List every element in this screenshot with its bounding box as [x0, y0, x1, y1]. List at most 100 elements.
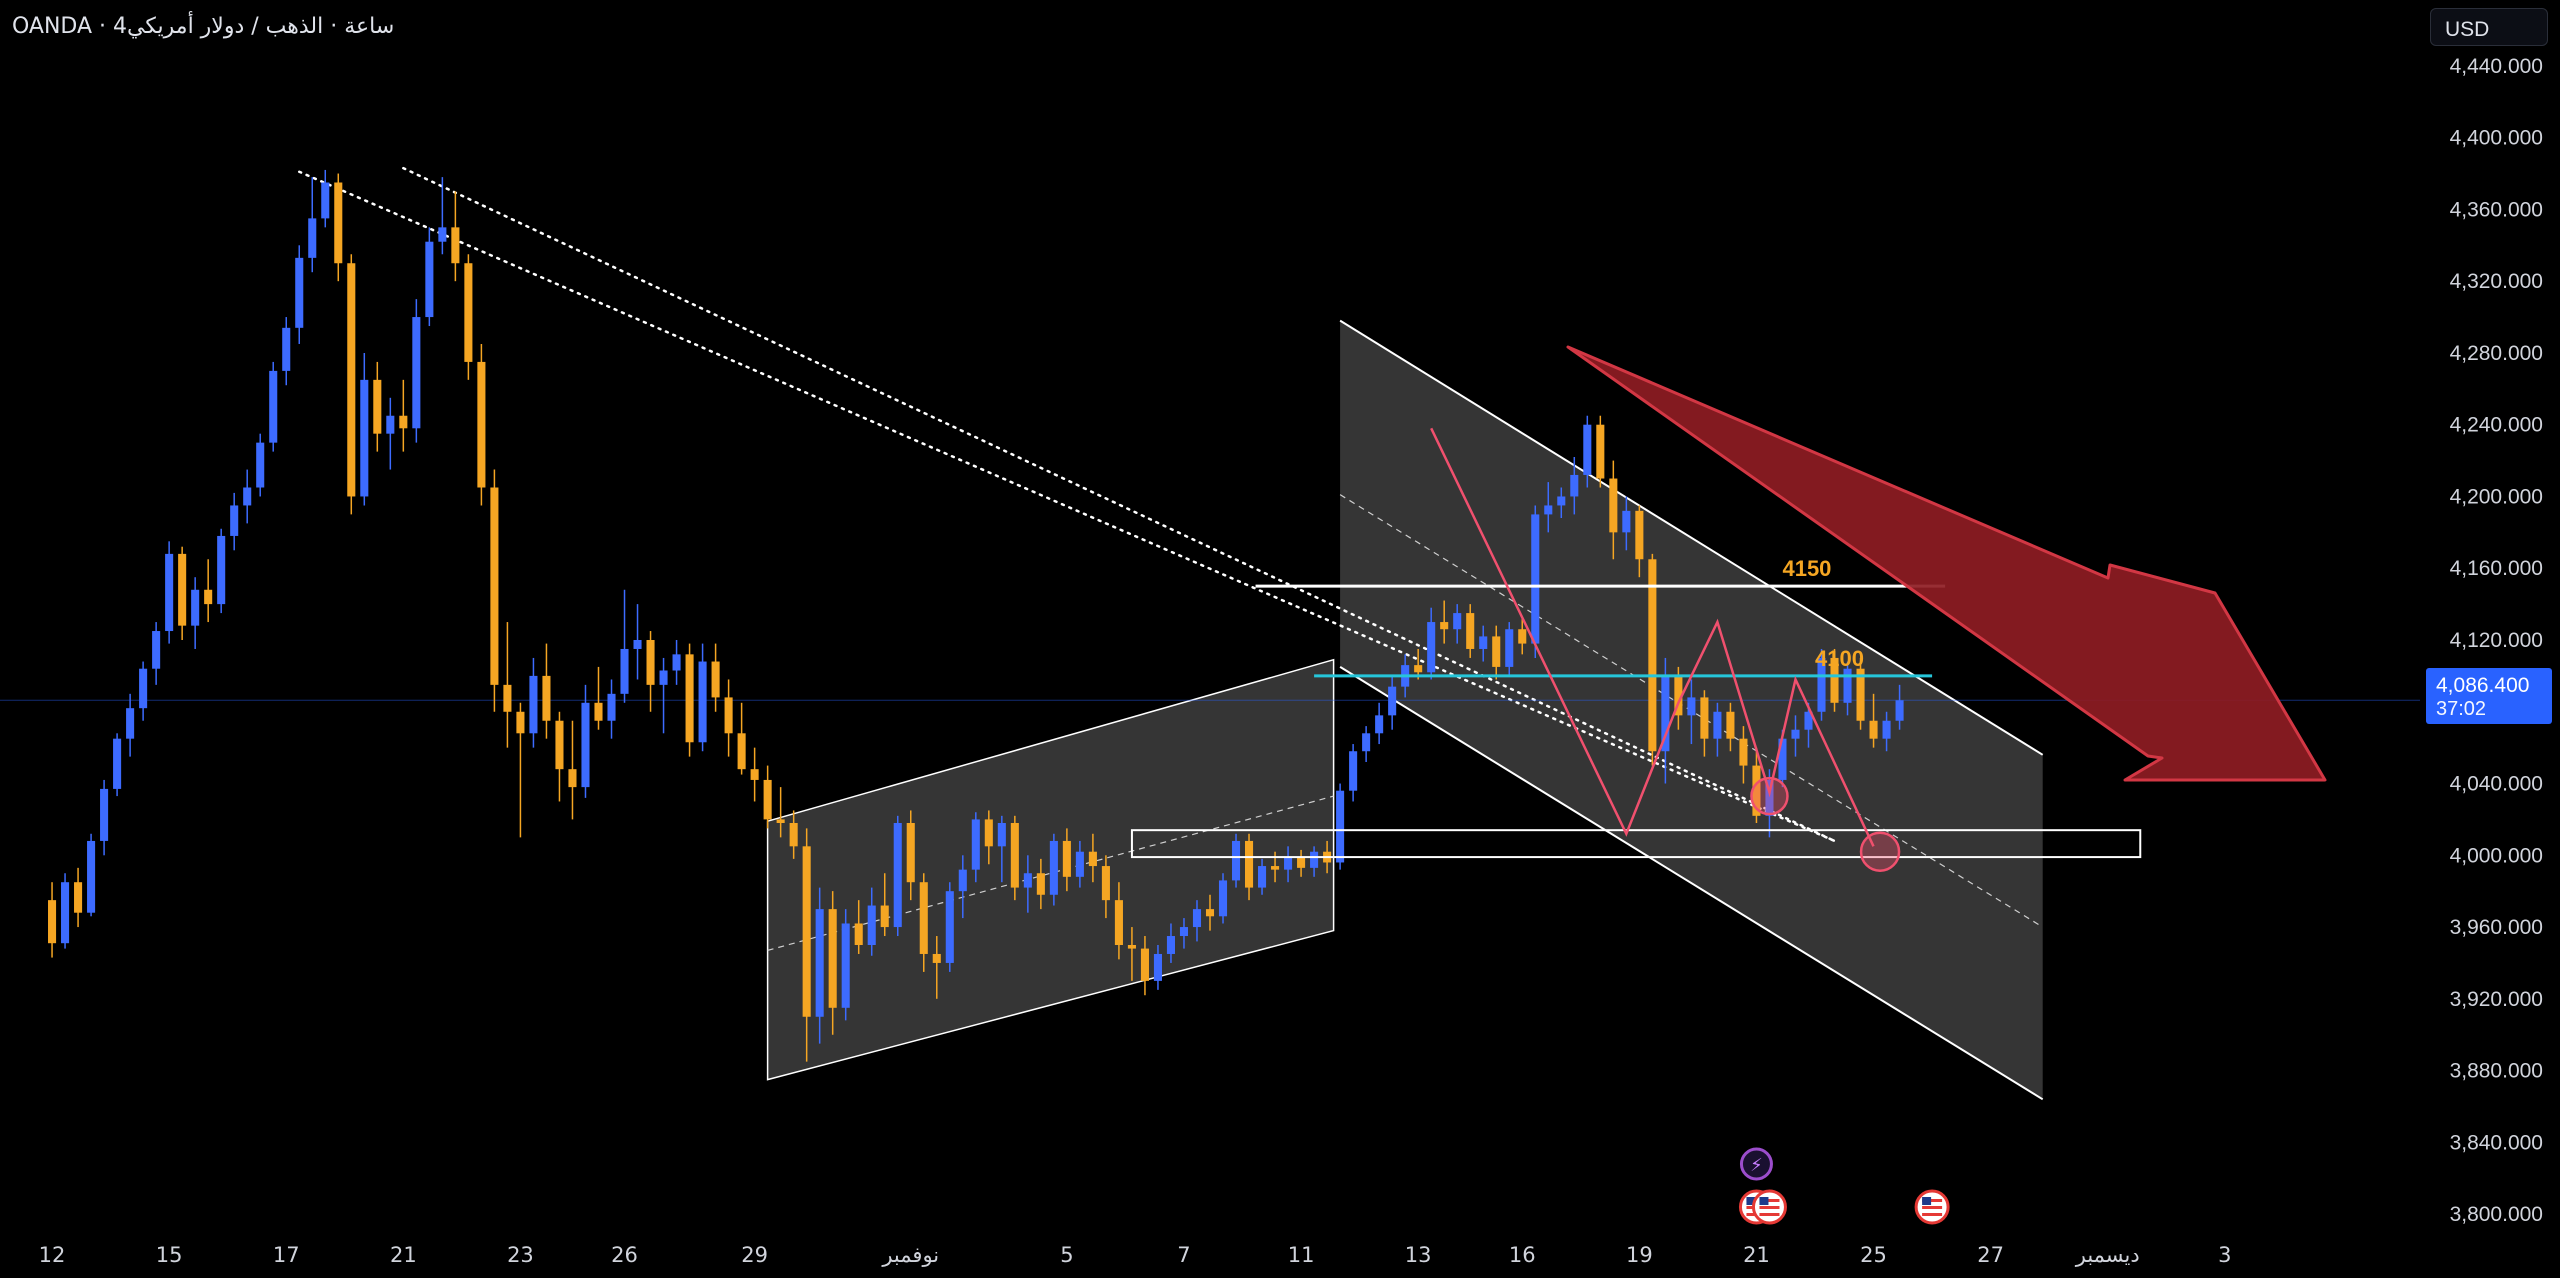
candle-body: [451, 227, 460, 264]
candle-down: [568, 720, 577, 820]
time-tick-label: 11: [1288, 1243, 1315, 1267]
candle-body: [1023, 873, 1032, 888]
candle-body: [984, 819, 993, 847]
candle-body: [1336, 790, 1345, 863]
candle-up: [1687, 679, 1696, 745]
candle-body: [1687, 697, 1696, 716]
candle-up: [1049, 833, 1058, 906]
candle-up: [139, 661, 148, 721]
candle-up: [126, 693, 135, 757]
candle-body: [1453, 613, 1462, 630]
candle-body: [633, 640, 642, 649]
candle-up: [295, 245, 304, 344]
candle-body: [295, 257, 304, 328]
candle-body: [425, 241, 434, 318]
candle-down: [789, 810, 798, 859]
descending-channel-top: [1339, 319, 2044, 756]
candle-body: [724, 697, 733, 734]
candle-down: [1518, 618, 1527, 655]
candle-body: [165, 553, 174, 632]
candle-down: [763, 765, 772, 829]
candle-body: [178, 553, 187, 626]
currency-selector-button[interactable]: USD: [2430, 8, 2548, 46]
candle-up: [412, 299, 421, 443]
candle-down: [594, 666, 603, 730]
candle-down: [1127, 927, 1136, 981]
candle-up: [1713, 702, 1722, 757]
flag-stripe: [1759, 1213, 1780, 1216]
candle-down: [737, 702, 746, 775]
candle-body: [1375, 715, 1384, 734]
candle-down: [451, 191, 460, 282]
candle-up: [230, 492, 239, 551]
candle-up: [1388, 675, 1397, 730]
candle-body: [659, 670, 668, 685]
time-tick-label: 12: [39, 1243, 66, 1267]
price-tick-label: 4,000.000: [2450, 844, 2543, 867]
candle-body: [1544, 505, 1553, 515]
candle-body: [1648, 559, 1657, 752]
candle-body: [282, 327, 291, 371]
flag-stripe: [1922, 1206, 1943, 1209]
candle-body: [1192, 909, 1202, 928]
candle-body: [620, 648, 629, 694]
candle-up: [1843, 661, 1852, 716]
price-tick-label: 4,320.000: [2450, 270, 2543, 293]
candle-down: [490, 469, 499, 712]
candle-up: [841, 909, 850, 1021]
candle-body: [1297, 857, 1306, 868]
time-tick-label: 26: [611, 1243, 638, 1267]
candle-body: [1284, 857, 1293, 870]
candle-body: [1752, 765, 1761, 816]
candle-body: [243, 487, 252, 506]
candle-up: [958, 855, 967, 919]
time-tick-label: 21: [1743, 1243, 1770, 1267]
flag-stripe: [1759, 1199, 1780, 1202]
candle-body: [958, 869, 967, 892]
candle-down: [646, 631, 655, 712]
level-label-4150: 4150: [1782, 556, 1831, 581]
candle-up: [61, 873, 70, 949]
candle-down: [516, 702, 525, 838]
candle-body: [1271, 866, 1280, 870]
candle-body: [594, 702, 603, 721]
candle-up: [386, 397, 395, 470]
candle-body: [1166, 936, 1176, 954]
candle-down: [932, 936, 941, 999]
candle-up: [1153, 945, 1162, 990]
candle-body: [126, 708, 135, 739]
candle-body: [1362, 733, 1371, 752]
candle-body: [399, 415, 408, 429]
candle-body: [1062, 840, 1071, 877]
candle-up: [659, 657, 668, 734]
candle-body: [1140, 948, 1149, 981]
candle-up: [1817, 648, 1826, 721]
candle-body: [1856, 668, 1865, 721]
candle-body: [269, 370, 278, 443]
time-tick-label: 5: [1060, 1243, 1073, 1267]
price-tick-label: 4,360.000: [2450, 198, 2543, 221]
candle-body: [1700, 697, 1709, 739]
candle-up: [893, 815, 902, 937]
candle-body: [503, 684, 512, 712]
candle-up: [1791, 715, 1800, 757]
price-tick-label: 4,040.000: [2450, 773, 2543, 796]
candle-body: [1791, 729, 1800, 739]
price-tick-label: 3,800.000: [2450, 1203, 2543, 1226]
time-tick-label: 13: [1405, 1243, 1432, 1267]
candle-up: [1075, 840, 1084, 888]
candle-up: [1765, 769, 1774, 838]
candle-body: [1583, 424, 1592, 475]
candle-down: [1869, 693, 1878, 748]
candle-down: [1700, 690, 1709, 757]
candle-up: [620, 589, 629, 703]
candle-up: [672, 640, 681, 685]
candle-body: [100, 788, 109, 841]
candle-body: [1778, 738, 1787, 780]
candle-body: [490, 487, 499, 685]
candle-up: [1375, 702, 1384, 745]
candle-body: [1661, 675, 1670, 752]
candle-body: [1205, 909, 1215, 917]
candle-body: [919, 882, 928, 954]
